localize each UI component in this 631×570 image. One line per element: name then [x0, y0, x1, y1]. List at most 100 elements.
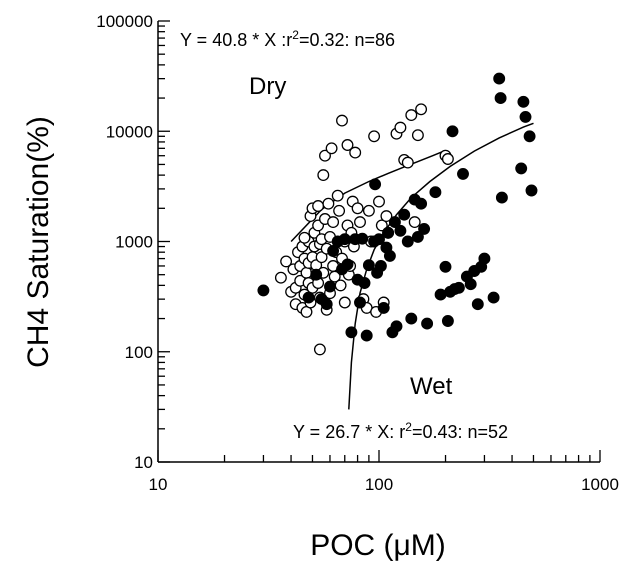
dry-data-point	[300, 266, 313, 279]
dry-fit-equation: Y = 40.8 * X :r2=0.32: n=86	[180, 28, 395, 50]
wet-data-point	[341, 258, 354, 271]
dry-data-point	[327, 216, 340, 229]
y-tick-label: 10	[134, 453, 153, 472]
wet-data-point	[471, 298, 484, 311]
wet-data-point	[411, 230, 424, 243]
wet-data-point	[358, 277, 371, 289]
dry-data-point	[280, 255, 293, 268]
x-tick-label: 10	[149, 475, 168, 494]
wet-data-point	[257, 284, 270, 297]
wet-data-point	[515, 162, 528, 175]
wet-data-point	[382, 226, 395, 239]
dry-data-point	[317, 169, 330, 182]
dry-data-point	[380, 210, 393, 223]
wet-data-point	[405, 312, 418, 325]
dry-data-point	[325, 142, 338, 155]
y-tick-label: 10000	[106, 122, 153, 141]
wet-data-point	[373, 233, 385, 246]
wet-data-point	[383, 249, 396, 262]
wet-data-point	[478, 252, 491, 265]
dry-data-point	[368, 130, 381, 143]
dry-data-point	[362, 204, 375, 217]
dry-data-point	[298, 231, 311, 244]
dry-data-point	[336, 114, 348, 127]
wet-data-point	[517, 95, 530, 108]
wet-data-point	[446, 125, 459, 138]
wet-data-point	[494, 92, 507, 105]
wet-data-point	[401, 235, 414, 248]
wet-data-point	[493, 72, 506, 85]
wet-data-point	[356, 232, 369, 245]
dry-group-label: Dry	[249, 73, 286, 100]
wet-data-point	[354, 296, 366, 309]
x-tick-label: 100	[365, 475, 393, 494]
wet-data-point	[452, 281, 465, 294]
dry-data-point	[312, 200, 325, 212]
x-tick-label: 1000	[581, 475, 619, 494]
dry-eq-part-2: =0.32: n=86	[299, 30, 395, 50]
y-tick-label: 100	[125, 343, 153, 362]
dry-data-point	[354, 216, 366, 229]
dry-data-point	[334, 279, 347, 292]
dry-data-point	[351, 202, 364, 215]
wet-data-point	[302, 291, 315, 304]
dry-data-point	[322, 197, 335, 210]
dry-data-point	[313, 343, 326, 356]
x-axis-title: POC (μM)	[310, 529, 446, 562]
dry-data-point	[415, 103, 428, 116]
dry-data-point	[338, 296, 351, 309]
wet-eq-part-1: Y = 26.7 * X: r	[293, 422, 405, 442]
wet-data-point	[360, 329, 373, 342]
wet-data-point	[429, 186, 442, 199]
dry-data-point	[333, 204, 346, 217]
wet-data-point	[421, 317, 434, 330]
wet-data-point	[487, 291, 500, 304]
wet-fit-equation: Y = 26.7 * X: r2=0.43: n=52	[293, 420, 508, 442]
dry-data-point	[331, 189, 344, 202]
wet-data-point	[525, 184, 538, 197]
tick-labels: 10 100 1000 10 100 1000 10000 100000	[96, 12, 619, 494]
fit-curve-wet	[348, 122, 534, 410]
wet-data-point	[398, 208, 411, 221]
dry-data-point	[328, 270, 341, 283]
y-tick-label: 100000	[96, 12, 153, 31]
wet-data-point	[441, 315, 454, 327]
wet-data-point	[464, 278, 477, 291]
wet-data-point	[327, 245, 340, 257]
wet-data-point	[523, 130, 536, 143]
dry-eq-superscript: 2	[292, 28, 299, 42]
wet-data-point	[320, 298, 333, 311]
dry-eq-part-1: Y = 40.8 * X :r	[180, 30, 292, 50]
dry-data-point	[373, 195, 385, 208]
dry-data-point	[441, 153, 454, 165]
axes	[157, 20, 601, 463]
dry-data-point	[319, 149, 331, 162]
wet-data-point	[345, 326, 358, 339]
dry-data-point	[341, 139, 354, 151]
dry-data-point	[394, 121, 407, 134]
wet-data-point	[434, 288, 447, 301]
wet-eq-part-2: =0.43: n=52	[412, 422, 508, 442]
dry-data-point	[408, 216, 421, 229]
wet-data-point	[418, 222, 431, 235]
dry-data-point	[274, 271, 287, 284]
wet-data-point	[388, 216, 401, 229]
wet-data-point	[369, 178, 382, 191]
wet-data-point	[324, 280, 336, 293]
y-axis-title: CH4 Saturation(%)	[22, 116, 55, 368]
wet-data-point	[439, 260, 452, 273]
wet-data-point	[495, 191, 508, 204]
dry-data-point	[375, 219, 388, 232]
wet-data-point	[457, 167, 469, 180]
data-points	[257, 72, 538, 356]
y-tick-label: 1000	[115, 233, 153, 252]
wet-data-point	[310, 268, 323, 281]
dry-data-point	[401, 156, 414, 169]
wet-data-point	[394, 224, 407, 237]
wet-eq-superscript: 2	[405, 420, 412, 434]
dry-data-point	[349, 146, 362, 159]
wet-data-point	[390, 320, 403, 333]
wet-group-label: Wet	[410, 373, 453, 400]
dry-data-point	[411, 129, 424, 142]
